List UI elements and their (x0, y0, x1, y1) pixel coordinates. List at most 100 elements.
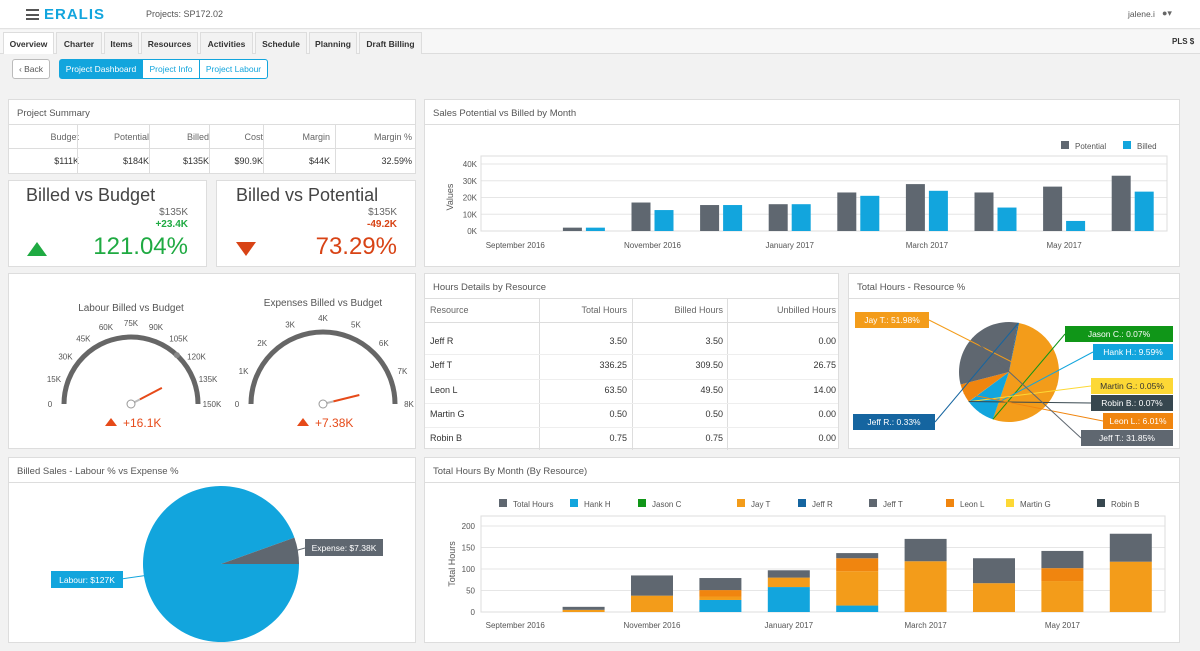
bar-jay-t (562, 609, 605, 612)
summary-header: Margin (302, 132, 330, 142)
tab-items[interactable]: Items (104, 32, 139, 54)
legend-swatch (1006, 499, 1014, 507)
legend-label: Jay T (751, 500, 771, 509)
legend-swatch (869, 499, 877, 507)
gauge-tick-label: 105K (169, 334, 188, 343)
gauge-hub (126, 399, 136, 409)
user-name[interactable]: jalene.i (1128, 9, 1155, 19)
hours-cell: 0.50 (705, 408, 723, 419)
hours-header: Unbilled Hours (776, 305, 836, 315)
y-tick-label: 10K (463, 210, 478, 219)
bar-billed (1066, 220, 1086, 231)
pie-label-box (855, 312, 929, 328)
menu-icon[interactable] (26, 9, 39, 20)
legend-swatch (798, 499, 806, 507)
hours-cell: 49.50 (700, 384, 723, 395)
hours-cell: 63.50 (604, 384, 627, 395)
legend-swatch (1097, 499, 1105, 507)
kpi-percent: 73.29% (315, 233, 397, 260)
summary-value: $184K (122, 156, 149, 166)
person-icon[interactable]: ●▾ (1162, 8, 1172, 18)
hours-month-panel: Total Hours By Month (By Resource) Total… (424, 457, 1180, 643)
pie-label-box (1093, 344, 1173, 360)
summary-header: Cost (244, 132, 263, 142)
kpi-value: $135K (368, 207, 397, 218)
tab-draft-billing[interactable]: Draft Billing (359, 32, 422, 54)
gauge-tick-label: 15K (47, 375, 62, 384)
x-tick-label: May 2017 (1047, 241, 1083, 250)
y-tick-label: 0 (471, 608, 476, 617)
bar-potential (768, 204, 788, 231)
back-button[interactable]: ‹ Back (12, 59, 50, 79)
y-tick-label: 40K (463, 160, 478, 169)
sales-chart-title: Sales Potential vs Billed by Month (433, 108, 577, 119)
tab-resources[interactable]: Resources (141, 32, 198, 54)
labour-expense-pie-chart: Expense: $7.38K Labour: $127K (51, 485, 383, 642)
bar-jay-t (699, 596, 742, 600)
column-divider (539, 298, 540, 450)
x-tick-label: January 2017 (765, 621, 814, 630)
legend-label: Hank H (584, 500, 611, 509)
project-summary-title: Project Summary (17, 108, 90, 119)
bar-leon-l (836, 558, 879, 572)
hours-header: Resource (430, 305, 469, 315)
bar-billed (791, 204, 811, 231)
x-tick-label: January 2017 (765, 241, 814, 250)
x-tick-label: September 2016 (486, 621, 546, 630)
gauge-target-marker (173, 352, 180, 359)
kpi-delta: -49.2K (366, 219, 397, 230)
project-info-button[interactable]: Project Info (142, 59, 200, 79)
pie-label: Labour: $127K (59, 575, 115, 585)
hours-header: Billed Hours (674, 305, 723, 315)
bar-billed (654, 210, 674, 231)
hours-cell: 14.00 (813, 384, 836, 395)
hours-cell-resource: Jeff R (430, 336, 454, 346)
pie-label-box (51, 571, 123, 588)
gauge-tick-label: 5K (351, 321, 361, 330)
summary-header: Potential (113, 132, 149, 142)
project-labour-button[interactable]: Project Labour (199, 59, 268, 79)
bar-jeff-t (562, 606, 605, 610)
gauge-tick-label: 3K (285, 321, 295, 330)
tab-schedule[interactable]: Schedule (255, 32, 307, 54)
bar-billed (1134, 191, 1154, 231)
gauge-tick-label: 4K (318, 314, 328, 323)
pie-slice (992, 322, 1060, 422)
gauge-tick-label: 7K (398, 367, 408, 376)
bar-jeff-t (1041, 550, 1084, 569)
bar-hank-h (836, 605, 879, 612)
logo[interactable]: ERALIS (44, 6, 106, 23)
summary-divider (335, 124, 336, 174)
bar-leon-l (1041, 568, 1084, 582)
tab-overview[interactable]: Overview (3, 32, 54, 54)
legend-label: Leon L (960, 500, 985, 509)
project-dashboard-button[interactable]: Project Dashboard (59, 59, 143, 79)
resource-pie-chart: Jay T.: 51.98% Jason C.: 0.07% Hank H.: 9.… (853, 312, 1173, 446)
pie-leader-line (934, 322, 1019, 423)
pie-slice (968, 372, 1009, 420)
summary-header: Margin % (373, 132, 412, 142)
pie-leader-line (290, 547, 306, 553)
y-tick-label: 50 (466, 587, 475, 596)
pie-label: Jay T.: 51.98% (864, 315, 920, 325)
summary-value: $135K (182, 156, 209, 166)
gauge-tick-label: 150K (203, 400, 222, 409)
summary-value: $90.9K (234, 156, 263, 166)
bar-potential (700, 205, 720, 231)
bar-jeff-t (1109, 533, 1152, 562)
legend-label: Jason C (652, 500, 682, 509)
row-divider (425, 402, 838, 404)
legend-swatch (570, 499, 578, 507)
hours-cell: 0.00 (818, 336, 836, 346)
gauge-tick-label: 120K (187, 352, 206, 361)
pie-label: Jeff R.: 0.33% (867, 417, 921, 427)
bar-jeff-t (836, 553, 879, 559)
x-tick-label: November 2016 (624, 621, 681, 630)
tab-planning[interactable]: Planning (309, 32, 357, 54)
plot-area (480, 155, 1168, 232)
bar-billed (585, 227, 605, 231)
tab-activities[interactable]: Activities (200, 32, 253, 54)
column-divider (632, 298, 633, 450)
tab-charter[interactable]: Charter (56, 32, 102, 54)
gauge-title: Expenses Billed vs Budget (264, 298, 383, 309)
